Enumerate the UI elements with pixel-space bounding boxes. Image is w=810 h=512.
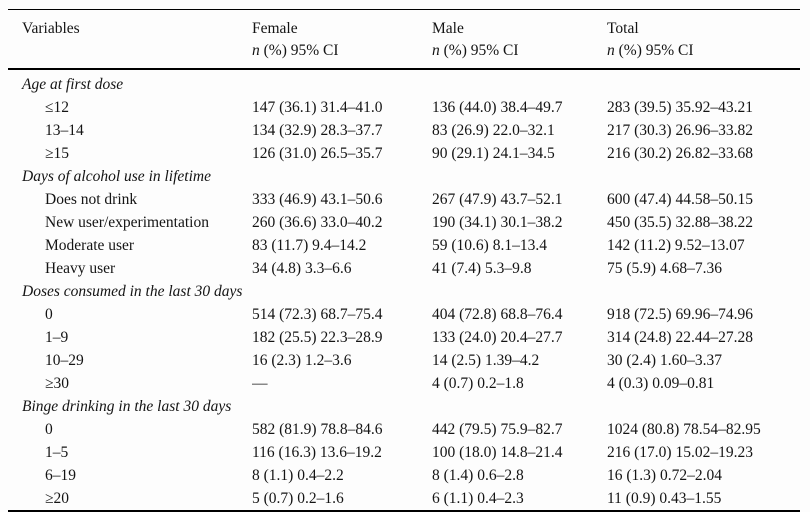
column-label: Male [432, 20, 464, 37]
value-cell-total: 4 (0.3) 0.09–0.81 [607, 375, 715, 392]
section-header: Doses consumed in the last 30 days [22, 283, 243, 300]
value-cell-female: — [252, 375, 268, 392]
table-row: 1–5 116 (16.3) 13.6–19.2 100 (18.0) 14.8–2… [8, 441, 800, 464]
value-cell-total: 1024 (80.8) 78.54–82.95 [607, 421, 761, 438]
table-row: 6–19 8 (1.1) 0.4–2.2 8 (1.4) 0.6–2.8 16 (1.… [8, 464, 800, 487]
value-cell-male: 267 (47.9) 43.7–52.1 [432, 191, 563, 208]
variable-label: ≥30 [45, 375, 70, 392]
table-row: 13–14 134 (32.9) 28.3–37.7 83 (26.9) 22.0–… [8, 119, 800, 142]
value-cell-male: 404 (72.8) 68.8–76.4 [432, 306, 563, 323]
value-cell-male: 59 (10.6) 8.1–13.4 [432, 237, 547, 254]
table-row: 1–9 182 (25.5) 22.3–28.9 133 (24.0) 20.4–2… [8, 326, 800, 349]
variable-label: 10–29 [45, 352, 84, 369]
section-row: Days of alcohol use in lifetime [8, 165, 800, 188]
value-cell-female: 514 (72.3) 68.7–75.4 [252, 306, 383, 323]
variable-label: 6–19 [45, 467, 76, 484]
variable-label: 13–14 [45, 122, 84, 139]
column-header-male: Male n (%) 95% CI [432, 9, 607, 70]
column-subheader: n (%) 95% CI [252, 42, 339, 59]
column-subheader: n (%) 95% CI [432, 42, 519, 59]
value-cell-male: 83 (26.9) 22.0–32.1 [432, 122, 555, 139]
value-cell-female: 134 (32.9) 28.3–37.7 [252, 122, 383, 139]
value-cell-male: 41 (7.4) 5.3–9.8 [432, 260, 532, 277]
table-row: New user/experimentation 260 (36.6) 33.0–… [8, 211, 800, 234]
variable-label: 0 [45, 421, 53, 438]
column-label: Variables [22, 20, 80, 37]
section-row: Binge drinking in the last 30 days [8, 395, 800, 418]
column-header-total: Total n (%) 95% CI [607, 9, 800, 70]
value-cell-female: 126 (31.0) 26.5–35.7 [252, 145, 383, 162]
value-cell-female: 34 (4.8) 3.3–6.6 [252, 260, 352, 277]
table-row: ≥30 — 4 (0.7) 0.2–1.8 4 (0.3) 0.09–0.81 [8, 372, 800, 395]
table-row: ≤12 147 (36.1) 31.4–41.0 136 (44.0) 38.4–4… [8, 96, 800, 119]
variable-label: 0 [45, 306, 53, 323]
value-cell-female: 147 (36.1) 31.4–41.0 [252, 99, 383, 116]
table-row: 0 514 (72.3) 68.7–75.4 404 (72.8) 68.8–76.… [8, 303, 800, 326]
value-cell-total: 314 (24.8) 22.44–27.28 [607, 329, 753, 346]
value-cell-male: 190 (34.1) 30.1–38.2 [432, 214, 563, 231]
variable-label: Moderate user [45, 237, 135, 254]
variable-label: ≥15 [45, 145, 70, 162]
statistics-table: Variables Female n (%) 95% CI Male n (%)… [8, 9, 800, 512]
value-cell-total: 30 (2.4) 1.60–3.37 [607, 352, 722, 369]
table-body: Age at first dose ≤12 147 (36.1) 31.4–41.0… [8, 69, 800, 511]
value-cell-female: 116 (16.3) 13.6–19.2 [252, 444, 382, 461]
variable-label: 1–9 [45, 329, 69, 346]
section-header: Age at first dose [22, 76, 124, 93]
value-cell-total: 11 (0.9) 0.43–1.55 [607, 490, 722, 507]
table-row: ≥15 126 (31.0) 26.5–35.7 90 (29.1) 24.1–34… [8, 142, 800, 165]
value-cell-total: 216 (30.2) 26.82–33.68 [607, 145, 753, 162]
value-cell-male: 442 (79.5) 75.9–82.7 [432, 421, 563, 438]
variable-label: Does not drink [45, 191, 138, 208]
section-header: Binge drinking in the last 30 days [22, 398, 232, 415]
table-header: Variables Female n (%) 95% CI Male n (%)… [8, 9, 800, 70]
variable-label: 1–5 [45, 444, 69, 461]
value-cell-male: 14 (2.5) 1.39–4.2 [432, 352, 540, 369]
value-cell-male: 90 (29.1) 24.1–34.5 [432, 145, 555, 162]
value-cell-male: 136 (44.0) 38.4–49.7 [432, 99, 563, 116]
column-subheader: n (%) 95% CI [607, 42, 694, 59]
section-row: Age at first dose [8, 69, 800, 96]
value-cell-male: 100 (18.0) 14.8–21.4 [432, 444, 563, 461]
value-cell-total: 918 (72.5) 69.96–74.96 [607, 306, 753, 323]
value-cell-total: 216 (17.0) 15.02–19.23 [607, 444, 753, 461]
value-cell-total: 142 (11.2) 9.52–13.07 [607, 237, 745, 254]
table-row: ≥20 5 (0.7) 0.2–1.6 6 (1.1) 0.4–2.3 11 (0.9… [8, 487, 800, 511]
table-row: Moderate user 83 (11.7) 9.4–14.2 59 (10.6)… [8, 234, 800, 257]
value-cell-female: 582 (81.9) 78.8–84.6 [252, 421, 383, 438]
value-cell-total: 75 (5.9) 4.68–7.36 [607, 260, 722, 277]
table-row: Does not drink 333 (46.9) 43.1–50.6 267 (4… [8, 188, 800, 211]
value-cell-male: 8 (1.4) 0.6–2.8 [432, 467, 524, 484]
value-cell-male: 4 (0.7) 0.2–1.8 [432, 375, 524, 392]
variable-label: Heavy user [45, 260, 116, 277]
value-cell-female: 333 (46.9) 43.1–50.6 [252, 191, 383, 208]
section-row: Doses consumed in the last 30 days [8, 280, 800, 303]
variable-label: ≥20 [45, 490, 70, 507]
section-header: Days of alcohol use in lifetime [22, 168, 211, 185]
value-cell-total: 16 (1.3) 0.72–2.04 [607, 467, 722, 484]
value-cell-female: 16 (2.3) 1.2–3.6 [252, 352, 352, 369]
variable-label: New user/experimentation [45, 214, 209, 231]
table-row: 0 582 (81.9) 78.8–84.6 442 (79.5) 75.9–82.… [8, 418, 800, 441]
table-row: Heavy user 34 (4.8) 3.3–6.6 41 (7.4) 5.3–9… [8, 257, 800, 280]
value-cell-female: 260 (36.6) 33.0–40.2 [252, 214, 383, 231]
statistics-table-container: Variables Female n (%) 95% CI Male n (%)… [8, 9, 800, 512]
value-cell-female: 5 (0.7) 0.2–1.6 [252, 490, 344, 507]
column-header-variables: Variables [8, 9, 252, 70]
value-cell-male: 6 (1.1) 0.4–2.3 [432, 490, 524, 507]
value-cell-female: 8 (1.1) 0.4–2.2 [252, 467, 344, 484]
value-cell-female: 83 (11.7) 9.4–14.2 [252, 237, 367, 254]
value-cell-male: 133 (24.0) 20.4–27.7 [432, 329, 563, 346]
value-cell-total: 283 (39.5) 35.92–43.21 [607, 99, 753, 116]
value-cell-female: 182 (25.5) 22.3–28.9 [252, 329, 383, 346]
value-cell-total: 600 (47.4) 44.58–50.15 [607, 191, 753, 208]
value-cell-total: 217 (30.3) 26.96–33.82 [607, 122, 753, 139]
column-label: Female [252, 20, 298, 37]
variable-label: ≤12 [45, 99, 70, 116]
table-row: 10–29 16 (2.3) 1.2–3.6 14 (2.5) 1.39–4.2 30… [8, 349, 800, 372]
column-label: Total [607, 20, 639, 37]
value-cell-total: 450 (35.5) 32.88–38.22 [607, 214, 753, 231]
column-header-female: Female n (%) 95% CI [252, 9, 432, 70]
